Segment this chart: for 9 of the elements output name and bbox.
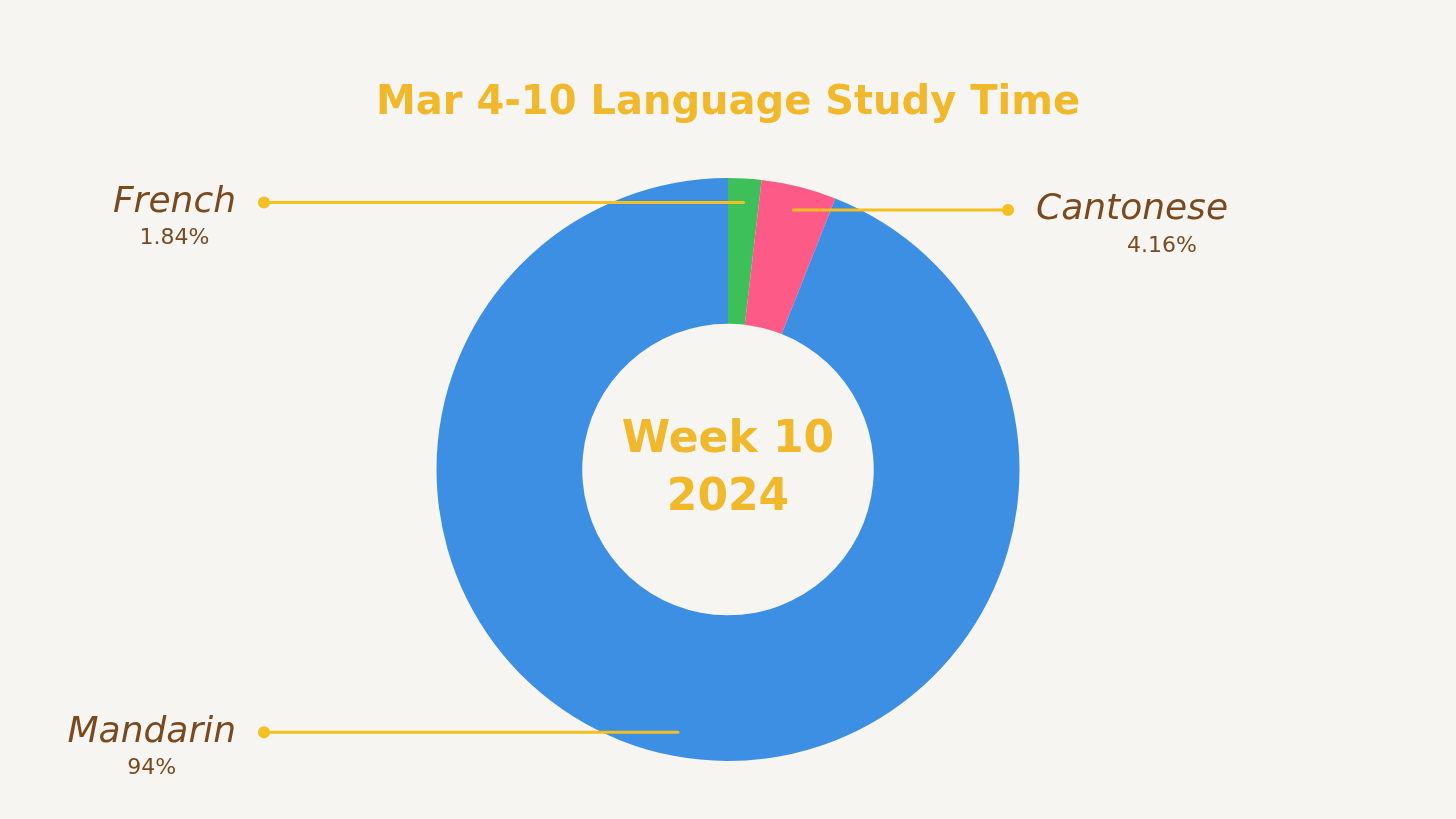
text: 2024 (666, 468, 790, 520)
data-label: 4.16% (1127, 231, 1197, 257)
chart-title: Mar 4-10 Language Study Time (375, 77, 1081, 124)
text: Week 10 (621, 410, 835, 462)
data-label: 1.84% (139, 224, 210, 250)
slice-label: French (112, 178, 236, 220)
slice-label: Cantonese (1036, 186, 1229, 228)
data-label: 94% (127, 753, 177, 779)
slice-label: Mandarin (67, 708, 236, 750)
